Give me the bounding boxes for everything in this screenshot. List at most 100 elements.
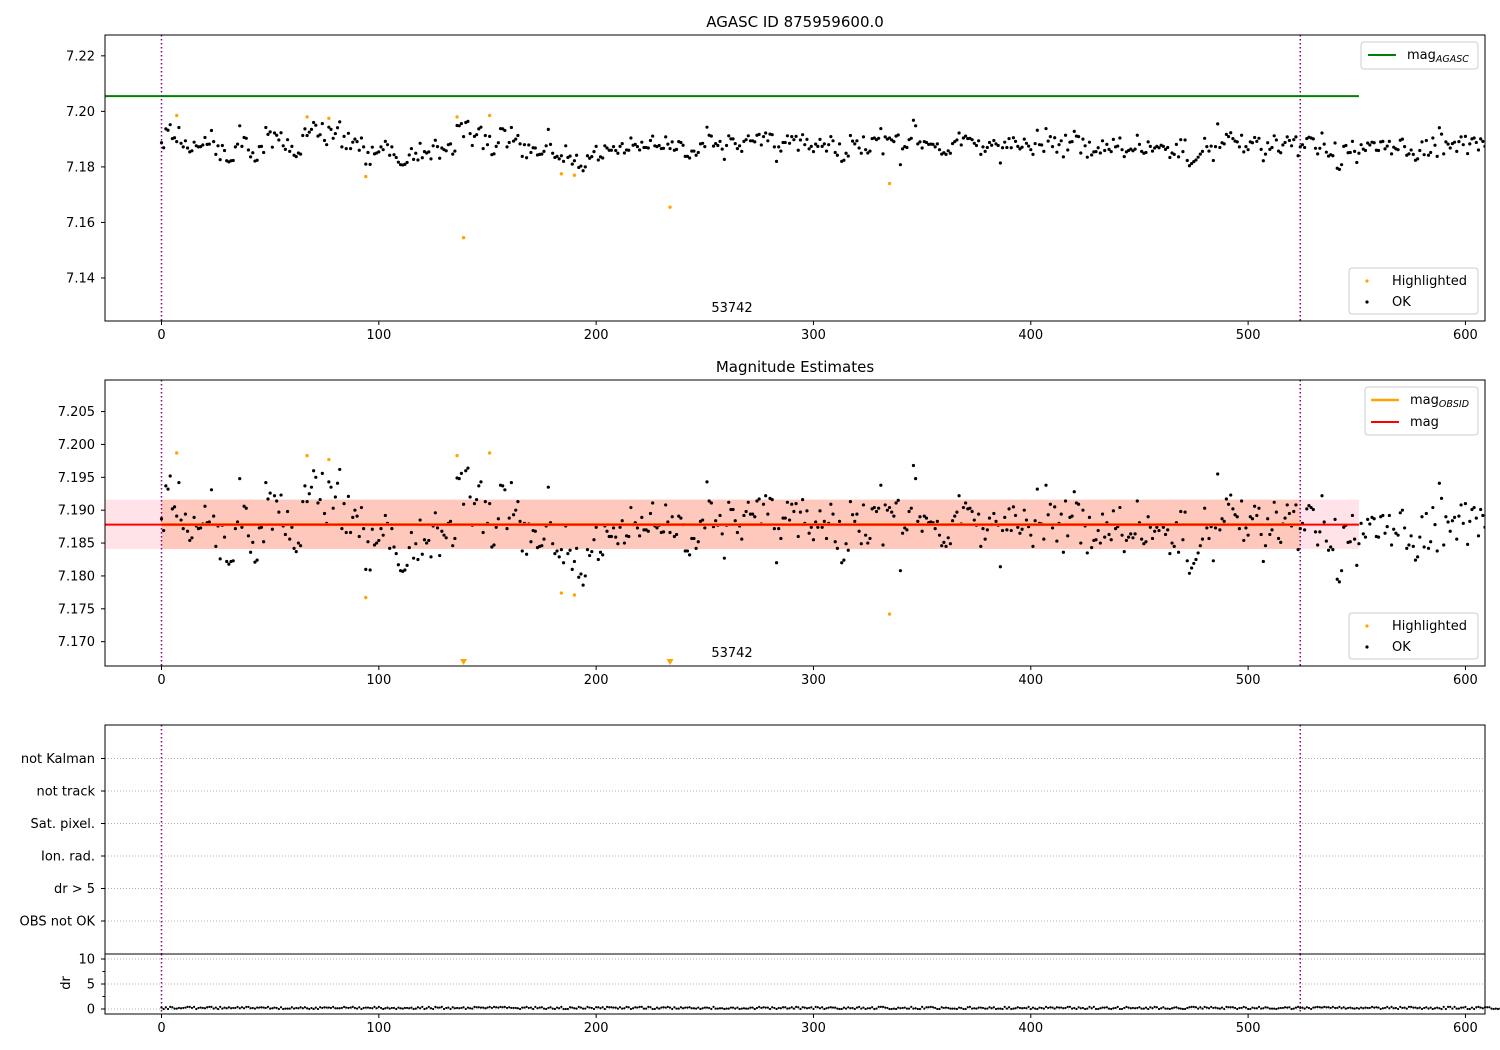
- panel-agasc-ok-point: [364, 162, 368, 166]
- dr-point: [614, 1006, 617, 1009]
- dr-point: [1427, 1007, 1430, 1010]
- dr-point: [760, 1006, 763, 1010]
- dr-point: [247, 1005, 250, 1008]
- dr-point: [495, 1006, 498, 1009]
- panel-mag-ok-point: [581, 583, 585, 587]
- panel-mag-ok-point: [718, 513, 722, 518]
- panel-mag-ok-point: [375, 541, 379, 545]
- dr-point: [1396, 1007, 1400, 1011]
- dr-point: [1134, 1007, 1137, 1010]
- dr-point: [851, 1006, 854, 1010]
- panel-agasc-ok-point: [1316, 152, 1320, 156]
- panel-agasc-ok-point: [987, 140, 992, 145]
- panel-mag-ok-point: [466, 466, 470, 470]
- panel-agasc-ok-point: [963, 134, 968, 138]
- panel-mag-ok-point: [770, 498, 774, 502]
- dr-point: [1255, 1007, 1258, 1010]
- panel-agasc-ok-point: [1433, 143, 1437, 147]
- panel-agasc-ok-point: [1292, 138, 1296, 142]
- panel-mag-ok-point: [338, 467, 342, 472]
- panel-agasc-ok-point: [357, 148, 361, 152]
- panel-agasc-ok-point: [1474, 140, 1478, 145]
- dr-point: [169, 1005, 172, 1008]
- panel-mag-ok-point: [501, 484, 505, 488]
- panel-mag-ok-point: [850, 513, 855, 517]
- panel-agasc-ok-point: [544, 144, 548, 148]
- dr-point: [1329, 1006, 1332, 1010]
- panel-agasc-ok-point: [646, 146, 650, 150]
- dr-point: [1131, 1006, 1135, 1010]
- panel-agasc-ok-point: [1224, 132, 1228, 137]
- dr-point: [734, 1007, 737, 1010]
- panel-mag-ok-point: [1072, 490, 1076, 494]
- dr-point: [629, 1007, 633, 1011]
- panel-mag-ok-point: [992, 511, 996, 516]
- dr-point: [408, 1007, 411, 1010]
- panel-mag-ok-point: [1218, 528, 1222, 532]
- panel-agasc-ok-point: [1020, 145, 1024, 149]
- panel-agasc-ok-point: [298, 152, 303, 156]
- panel-agasc-ok-point: [1122, 155, 1126, 159]
- panel-agasc-ok-point: [1072, 129, 1076, 133]
- dr-point: [260, 1006, 263, 1009]
- panel-agasc-ok-point: [1331, 154, 1335, 158]
- panel-agasc-ok-point: [1274, 138, 1278, 142]
- panel-mag-ok-point: [672, 534, 676, 539]
- panel-mag-ok-point: [890, 510, 894, 514]
- panel-agasc-ok-point: [546, 127, 550, 132]
- dr-point: [501, 1006, 504, 1009]
- panel-mag-ok-point: [1455, 537, 1459, 541]
- dr-point: [1305, 1006, 1308, 1009]
- panel-agasc-ok-point: [451, 152, 455, 156]
- panel-mag-ok-point: [1257, 506, 1261, 510]
- panel-mag-ok-point: [279, 493, 283, 497]
- dr-point: [1366, 1006, 1369, 1010]
- dr-point: [1468, 1007, 1471, 1011]
- panel-agasc-ok-point: [742, 139, 746, 143]
- dr-point: [329, 1006, 333, 1010]
- panel-agasc-ok-point: [855, 139, 859, 143]
- panel-mag-ok-point: [1285, 503, 1289, 507]
- dr-point: [1462, 1006, 1465, 1009]
- panel-agasc-ok-point: [1070, 140, 1074, 144]
- panel-agasc-ok-point: [1166, 145, 1170, 150]
- dr-point: [314, 1006, 317, 1009]
- dr-point: [1201, 1007, 1204, 1010]
- dr-point: [549, 1006, 552, 1009]
- panel-agasc-ok-point: [872, 136, 876, 140]
- panel-agasc-ok-point: [1298, 145, 1302, 149]
- panel-mag-ok-point: [362, 526, 366, 531]
- panel-mag-ok-point: [444, 536, 448, 540]
- panel-mag-ok-point: [472, 502, 477, 506]
- panel-agasc-ok-point: [314, 123, 318, 127]
- panel-agasc-ok-point: [696, 150, 700, 155]
- panel-mag-ok-point: [346, 494, 351, 498]
- dr-point: [1157, 1007, 1161, 1011]
- panel-mag-ok-point: [664, 503, 668, 507]
- dr-point: [1183, 1007, 1187, 1011]
- panel-mag-ok-point: [242, 504, 246, 508]
- panel-mag-ok-point: [629, 505, 633, 510]
- panel-agasc-ok-point: [1381, 139, 1385, 143]
- dr-point: [771, 1006, 774, 1009]
- panel-mag-ok-point: [453, 536, 457, 541]
- panel-agasc-ok-point: [390, 145, 394, 149]
- dr-point: [162, 1007, 165, 1011]
- dr-point: [1312, 1006, 1315, 1009]
- panel-agasc-ok-point: [731, 137, 735, 141]
- panel-agasc-ok-point: [1042, 149, 1046, 153]
- panel-dr-y-tick-label-1: 5: [87, 978, 95, 993]
- panel-mag-ok-point: [251, 540, 255, 544]
- panel-agasc-ok-point: [1455, 149, 1459, 153]
- panel-mag-ok-point: [905, 528, 909, 532]
- panel-agasc-ok-point: [1033, 141, 1037, 146]
- panel-agasc-ok-point: [1181, 150, 1185, 154]
- panel-mag-ok-point: [864, 533, 868, 537]
- panel-agasc-ok-point: [359, 136, 364, 140]
- panel-mag-ok-point: [268, 491, 272, 495]
- panel-agasc-ok-point: [746, 134, 750, 138]
- dr-point: [745, 1007, 748, 1010]
- panel-mag-ok-point: [701, 518, 705, 522]
- dr-point: [325, 1006, 328, 1009]
- panel-mag-ok-point: [209, 488, 214, 492]
